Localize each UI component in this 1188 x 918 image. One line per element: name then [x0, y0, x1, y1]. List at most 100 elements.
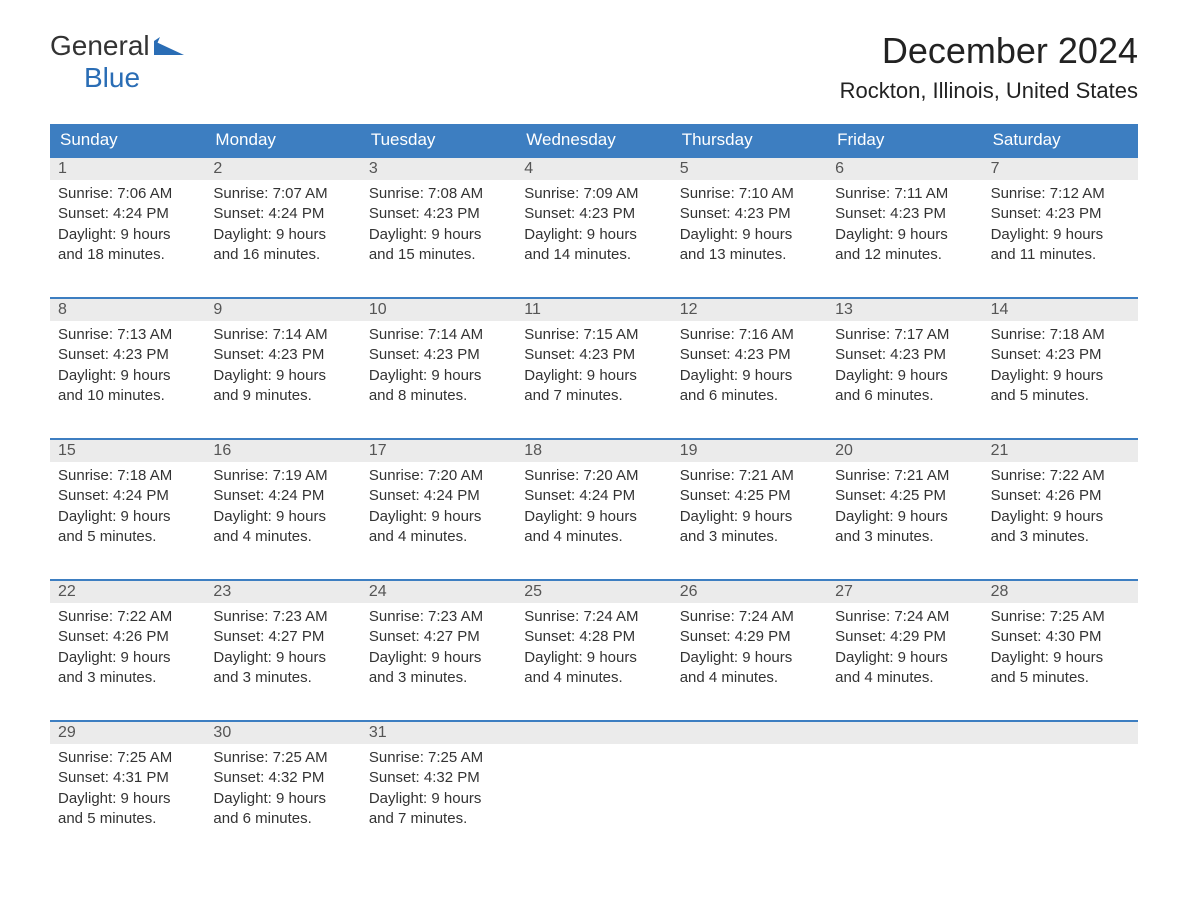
day-cell: Sunrise: 7:15 AMSunset: 4:23 PMDaylight:… [516, 321, 671, 426]
daylight-text-2: and 10 minutes. [58, 386, 197, 406]
daylight-text-1: Daylight: 9 hours [991, 366, 1130, 386]
day-number: 23 [205, 581, 360, 603]
sunrise-text: Sunrise: 7:20 AM [369, 466, 508, 486]
daylight-text-2: and 4 minutes. [680, 668, 819, 688]
day-cell: Sunrise: 7:14 AMSunset: 4:23 PMDaylight:… [205, 321, 360, 426]
daylight-text-2: and 16 minutes. [213, 245, 352, 265]
day-cell: Sunrise: 7:17 AMSunset: 4:23 PMDaylight:… [827, 321, 982, 426]
sunrise-text: Sunrise: 7:23 AM [369, 607, 508, 627]
sunset-text: Sunset: 4:25 PM [835, 486, 974, 506]
sunrise-text: Sunrise: 7:06 AM [58, 184, 197, 204]
sunrise-text: Sunrise: 7:25 AM [991, 607, 1130, 627]
day-cell: Sunrise: 7:25 AMSunset: 4:30 PMDaylight:… [983, 603, 1138, 708]
logo-word2: Blue [84, 62, 184, 94]
daylight-text-2: and 5 minutes. [58, 527, 197, 547]
daylight-text-1: Daylight: 9 hours [835, 366, 974, 386]
daylight-text-1: Daylight: 9 hours [524, 507, 663, 527]
sunset-text: Sunset: 4:24 PM [524, 486, 663, 506]
daylight-text-1: Daylight: 9 hours [524, 366, 663, 386]
sunset-text: Sunset: 4:32 PM [213, 768, 352, 788]
daylight-text-1: Daylight: 9 hours [991, 507, 1130, 527]
location: Rockton, Illinois, United States [840, 78, 1138, 104]
sunrise-text: Sunrise: 7:13 AM [58, 325, 197, 345]
day-number: 28 [983, 581, 1138, 603]
day-cell: Sunrise: 7:07 AMSunset: 4:24 PMDaylight:… [205, 180, 360, 285]
day-cell: Sunrise: 7:21 AMSunset: 4:25 PMDaylight:… [827, 462, 982, 567]
day-number: 7 [983, 158, 1138, 180]
daylight-text-1: Daylight: 9 hours [524, 648, 663, 668]
week-row: 15161718192021Sunrise: 7:18 AMSunset: 4:… [50, 438, 1138, 567]
daylight-text-1: Daylight: 9 hours [369, 507, 508, 527]
daylight-text-1: Daylight: 9 hours [991, 225, 1130, 245]
sunset-text: Sunset: 4:23 PM [58, 345, 197, 365]
daylight-text-2: and 7 minutes. [524, 386, 663, 406]
sunset-text: Sunset: 4:23 PM [369, 204, 508, 224]
daylight-text-1: Daylight: 9 hours [835, 648, 974, 668]
sunset-text: Sunset: 4:25 PM [680, 486, 819, 506]
day-number: 27 [827, 581, 982, 603]
logo: General Blue [50, 30, 184, 94]
day-cell: Sunrise: 7:08 AMSunset: 4:23 PMDaylight:… [361, 180, 516, 285]
day-header: Saturday [983, 124, 1138, 156]
daylight-text-2: and 3 minutes. [369, 668, 508, 688]
sunrise-text: Sunrise: 7:25 AM [58, 748, 197, 768]
day-number-row: 293031 [50, 722, 1138, 744]
header: General Blue December 2024 Rockton, Illi… [50, 30, 1138, 104]
day-number: 22 [50, 581, 205, 603]
daylight-text-2: and 11 minutes. [991, 245, 1130, 265]
sunset-text: Sunset: 4:29 PM [680, 627, 819, 647]
day-number: 21 [983, 440, 1138, 462]
day-cell: Sunrise: 7:20 AMSunset: 4:24 PMDaylight:… [361, 462, 516, 567]
daylight-text-1: Daylight: 9 hours [369, 225, 508, 245]
daylight-text-1: Daylight: 9 hours [369, 366, 508, 386]
week-row: 1234567Sunrise: 7:06 AMSunset: 4:24 PMDa… [50, 156, 1138, 285]
sunrise-text: Sunrise: 7:19 AM [213, 466, 352, 486]
day-number: 5 [672, 158, 827, 180]
sunset-text: Sunset: 4:26 PM [58, 627, 197, 647]
day-cell: Sunrise: 7:24 AMSunset: 4:29 PMDaylight:… [827, 603, 982, 708]
daylight-text-1: Daylight: 9 hours [213, 366, 352, 386]
sunrise-text: Sunrise: 7:23 AM [213, 607, 352, 627]
day-cell: Sunrise: 7:16 AMSunset: 4:23 PMDaylight:… [672, 321, 827, 426]
day-number: 19 [672, 440, 827, 462]
sunset-text: Sunset: 4:23 PM [213, 345, 352, 365]
day-number-row: 891011121314 [50, 299, 1138, 321]
daylight-text-2: and 4 minutes. [524, 668, 663, 688]
day-number: 2 [205, 158, 360, 180]
day-number: 16 [205, 440, 360, 462]
daylight-text-1: Daylight: 9 hours [524, 225, 663, 245]
day-number: 18 [516, 440, 671, 462]
sunset-text: Sunset: 4:32 PM [369, 768, 508, 788]
day-number-row: 22232425262728 [50, 581, 1138, 603]
calendar: Sunday Monday Tuesday Wednesday Thursday… [50, 124, 1138, 849]
daylight-text-1: Daylight: 9 hours [58, 225, 197, 245]
daylight-text-2: and 6 minutes. [680, 386, 819, 406]
day-cell: Sunrise: 7:25 AMSunset: 4:32 PMDaylight:… [205, 744, 360, 849]
day-cell: Sunrise: 7:21 AMSunset: 4:25 PMDaylight:… [672, 462, 827, 567]
sunrise-text: Sunrise: 7:24 AM [835, 607, 974, 627]
day-cell: Sunrise: 7:19 AMSunset: 4:24 PMDaylight:… [205, 462, 360, 567]
daylight-text-1: Daylight: 9 hours [835, 225, 974, 245]
day-cell: Sunrise: 7:06 AMSunset: 4:24 PMDaylight:… [50, 180, 205, 285]
sunset-text: Sunset: 4:23 PM [524, 204, 663, 224]
day-cell: Sunrise: 7:12 AMSunset: 4:23 PMDaylight:… [983, 180, 1138, 285]
day-number: 24 [361, 581, 516, 603]
sunset-text: Sunset: 4:23 PM [369, 345, 508, 365]
sunset-text: Sunset: 4:24 PM [58, 204, 197, 224]
daylight-text-2: and 14 minutes. [524, 245, 663, 265]
sunrise-text: Sunrise: 7:16 AM [680, 325, 819, 345]
daylight-text-1: Daylight: 9 hours [369, 648, 508, 668]
sunset-text: Sunset: 4:26 PM [991, 486, 1130, 506]
sunrise-text: Sunrise: 7:17 AM [835, 325, 974, 345]
daylight-text-2: and 8 minutes. [369, 386, 508, 406]
sunset-text: Sunset: 4:24 PM [369, 486, 508, 506]
daylight-text-2: and 15 minutes. [369, 245, 508, 265]
day-cell: Sunrise: 7:18 AMSunset: 4:24 PMDaylight:… [50, 462, 205, 567]
daylight-text-1: Daylight: 9 hours [680, 648, 819, 668]
daylight-text-2: and 6 minutes. [835, 386, 974, 406]
day-cell: Sunrise: 7:24 AMSunset: 4:28 PMDaylight:… [516, 603, 671, 708]
sunset-text: Sunset: 4:27 PM [213, 627, 352, 647]
day-cell: Sunrise: 7:13 AMSunset: 4:23 PMDaylight:… [50, 321, 205, 426]
sunset-text: Sunset: 4:30 PM [991, 627, 1130, 647]
day-number [516, 722, 671, 744]
